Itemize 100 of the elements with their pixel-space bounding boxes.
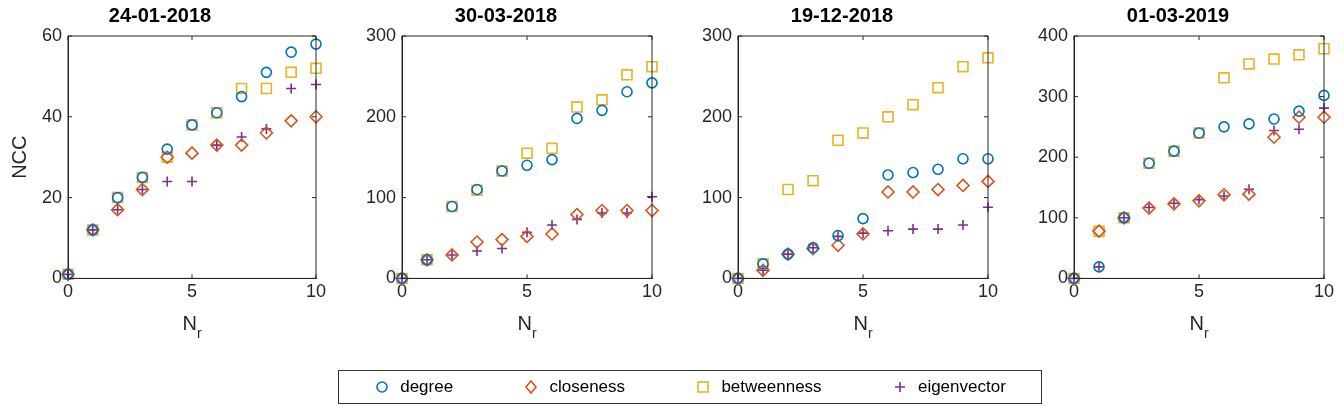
- point: [1293, 123, 1305, 136]
- point: [807, 174, 819, 187]
- y-tick-label: 60: [41, 24, 63, 45]
- point: [907, 223, 919, 235]
- point: [882, 111, 894, 123]
- legend-label: eigenvector: [917, 377, 1006, 397]
- y-tick-label: 0: [1058, 267, 1069, 288]
- point: [621, 69, 633, 81]
- point: [1292, 110, 1306, 124]
- point: [1242, 187, 1256, 201]
- point: [1218, 121, 1230, 133]
- point: [1293, 49, 1305, 61]
- y-tick-label: 300: [1037, 85, 1069, 106]
- point: [621, 85, 633, 98]
- x-tick-label: 10: [305, 281, 327, 302]
- point: [161, 143, 174, 155]
- point: [956, 178, 970, 193]
- point: [982, 153, 994, 165]
- x-tick-label: 5: [522, 281, 533, 302]
- point: [521, 159, 533, 172]
- point: [832, 134, 844, 146]
- y-tick-label: 20: [41, 186, 63, 207]
- point: [521, 226, 533, 239]
- point: [546, 142, 558, 155]
- point: [521, 147, 533, 159]
- point: [957, 60, 969, 73]
- point: [260, 66, 273, 79]
- x-tick-label: 5: [858, 281, 869, 302]
- point: [546, 153, 558, 166]
- point: [857, 127, 869, 139]
- point: [931, 182, 945, 197]
- point: [1268, 53, 1280, 65]
- point: [235, 82, 248, 95]
- point: [621, 207, 633, 219]
- x-tick-label: 5: [1194, 281, 1205, 302]
- y-tick-label: 100: [701, 186, 733, 207]
- y-tick-label: 300: [701, 24, 733, 45]
- point: [1267, 130, 1281, 144]
- point: [309, 110, 323, 124]
- point: [259, 126, 274, 140]
- point: [1317, 110, 1331, 124]
- y-tick-label: 0: [386, 267, 397, 288]
- point: [520, 229, 534, 244]
- point: [932, 163, 944, 176]
- point: [470, 235, 484, 249]
- point: [932, 223, 944, 235]
- chart-title: 01-03-2019: [1126, 3, 1230, 26]
- point: [186, 175, 198, 188]
- y-tick-label: 100: [365, 186, 397, 207]
- point: [285, 82, 297, 95]
- point: [595, 203, 609, 218]
- y-tick-label: 300: [365, 24, 397, 45]
- point: [831, 238, 845, 253]
- point: [596, 104, 608, 117]
- x-tick-label: 10: [1313, 281, 1335, 302]
- point: [932, 81, 944, 94]
- point: [1293, 105, 1305, 117]
- point: [571, 112, 583, 125]
- y-tick-label: 0: [722, 267, 733, 288]
- y-tick-label: 200: [701, 105, 733, 126]
- point: [310, 38, 322, 50]
- point: [646, 77, 658, 89]
- point: [234, 138, 249, 152]
- point: [1218, 72, 1230, 84]
- point: [907, 166, 919, 179]
- legend-label: betweenness: [721, 377, 822, 397]
- point: [1318, 42, 1330, 55]
- point: [857, 212, 869, 225]
- point: [646, 60, 658, 73]
- point: [260, 123, 273, 135]
- point: [235, 131, 248, 143]
- y-tick-label: 200: [365, 105, 397, 126]
- point: [1243, 183, 1255, 196]
- point: [310, 62, 322, 75]
- point: [906, 185, 920, 199]
- point: [1243, 118, 1255, 130]
- point: [571, 213, 583, 226]
- y-tick-label: 0: [52, 267, 63, 288]
- point: [185, 146, 199, 160]
- x-tick-label: 10: [641, 281, 663, 302]
- point: [570, 207, 584, 222]
- chart-title: 30-03-2018: [454, 3, 558, 26]
- x-tick-label: 10: [977, 281, 999, 302]
- point: [1243, 58, 1255, 70]
- point: [571, 101, 583, 113]
- point: [285, 46, 297, 58]
- point: [620, 203, 634, 218]
- point: [596, 94, 608, 106]
- y-axis-title: NCC: [7, 135, 30, 179]
- y-tick-label: 200: [1037, 146, 1069, 167]
- y-tick-label: 100: [1037, 206, 1069, 227]
- point: [982, 52, 994, 64]
- point: [782, 183, 794, 196]
- point: [1318, 89, 1330, 102]
- point: [1268, 113, 1280, 125]
- point: [284, 114, 298, 128]
- chart-title: 19-12-2018: [790, 3, 894, 26]
- point: [957, 153, 969, 165]
- point: [907, 98, 919, 111]
- y-tick-label: 400: [1037, 24, 1069, 45]
